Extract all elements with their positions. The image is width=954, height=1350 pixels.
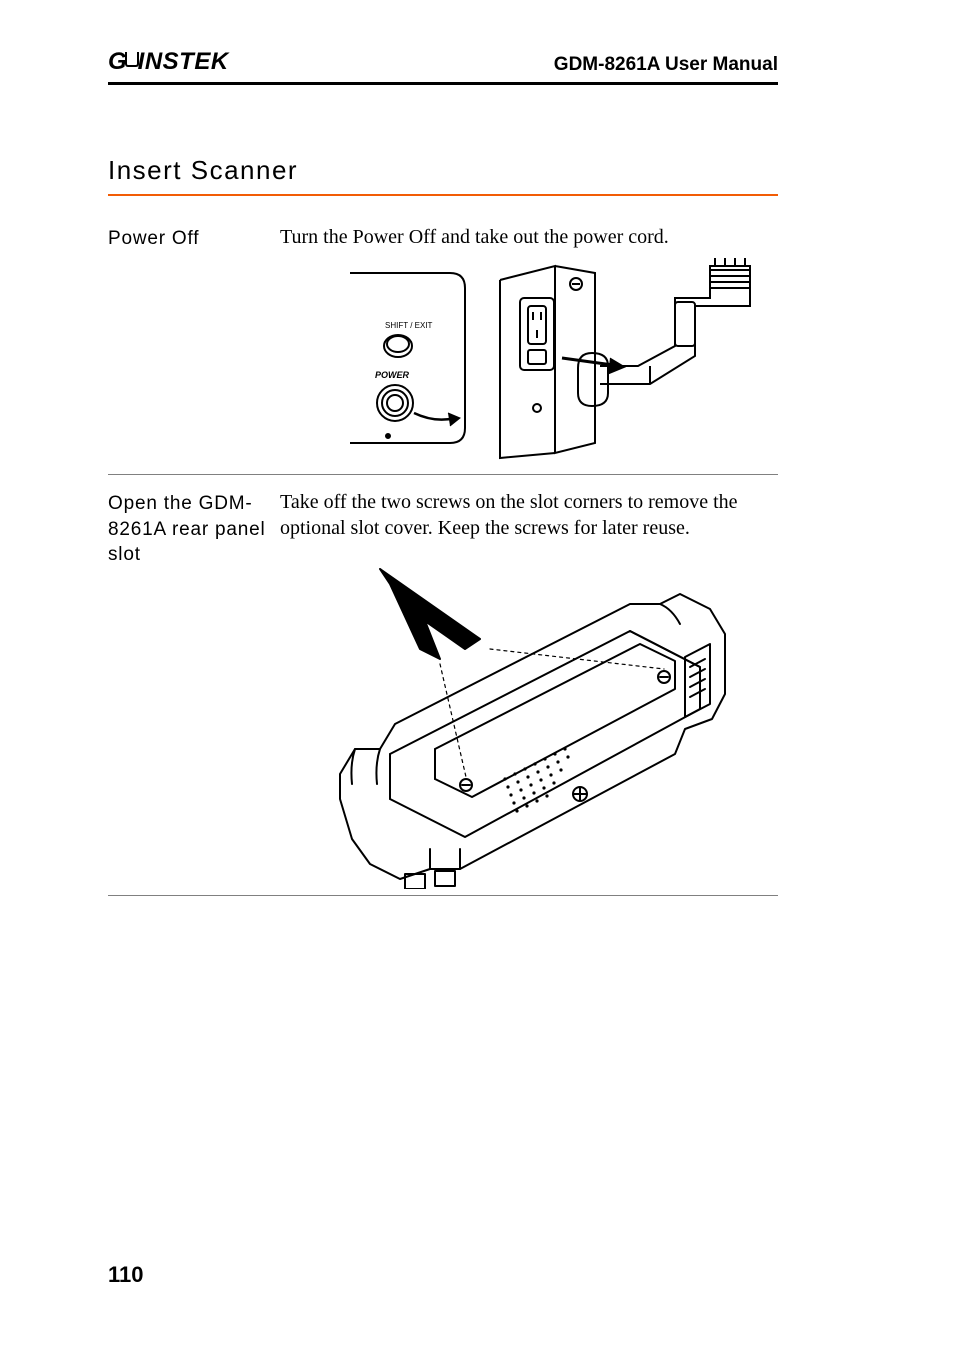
step-label: Open the GDM-8261A rear panel slot (108, 489, 280, 568)
step-body: Take off the two screws on the slot corn… (280, 489, 778, 889)
shift-exit-label: SHIFT / EXIT (385, 321, 433, 330)
page-content: G INSTEK GDM-8261A User Manual Insert Sca… (108, 48, 778, 910)
step-label: Power Off (108, 224, 280, 252)
page-number: 110 (108, 1262, 144, 1288)
figure-rear-panel (280, 549, 778, 889)
power-label: POWER (375, 370, 410, 380)
manual-title: GDM-8261A User Manual (554, 54, 778, 76)
logo-right: INSTEK (138, 48, 229, 75)
step-body: Turn the Power Off and take out the powe… (280, 224, 778, 468)
step-row: Open the GDM-8261A rear panel slot Take … (108, 489, 778, 896)
page-header: G INSTEK GDM-8261A User Manual (108, 48, 778, 85)
section-title: Insert Scanner (108, 155, 778, 196)
logo-left: G (108, 48, 126, 75)
step-text: Turn the Power Off and take out the powe… (280, 224, 778, 250)
step-row: Power Off Turn the Power Off and take ou… (108, 224, 778, 475)
logo-u-icon (125, 52, 139, 67)
step-text: Take off the two screws on the slot corn… (280, 489, 778, 541)
brand-logo: G INSTEK (108, 48, 229, 76)
figure-power-off: SHIFT / EXIT POWER (280, 258, 778, 468)
